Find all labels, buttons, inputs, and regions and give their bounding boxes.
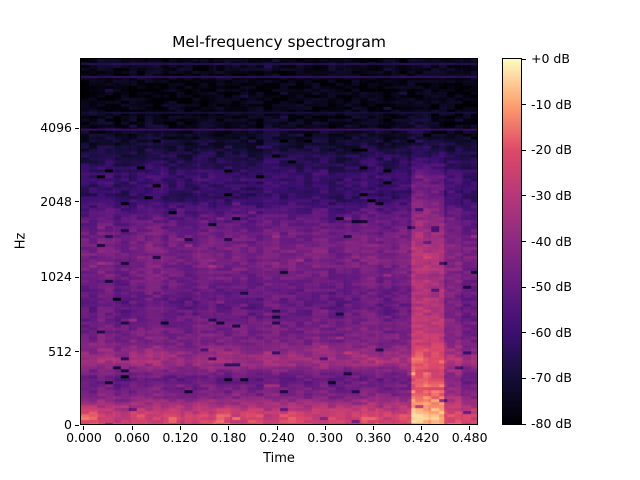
y-tick-label: 1024 [40,269,72,285]
colorbar-tick-mark [522,58,526,60]
x-tick-mark [276,426,278,430]
x-tick-mark [83,426,85,430]
x-tick-mark [227,426,229,430]
colorbar-tick-mark [522,377,526,379]
y-tick-mark [75,424,79,426]
colorbar-tick-label: +0 dB [531,51,570,66]
x-tick-mark [131,426,133,430]
chart-title: Mel-frequency spectrogram [172,33,386,51]
x-tick-mark [372,426,374,430]
y-tick-label: 2048 [40,193,72,209]
x-tick-label: 0.120 [162,430,199,445]
y-tick-mark [75,276,79,278]
colorbar-tick-label: -40 dB [531,233,572,249]
x-tick-label: 0.300 [307,430,344,445]
y-tick-label: 512 [48,343,72,359]
colorbar-tick-mark [522,286,526,288]
x-tick-mark [324,426,326,430]
colorbar-tick-label: -70 dB [531,370,572,386]
colorbar-tick-mark [522,104,526,106]
x-tick-label: 0.240 [259,430,295,445]
colorbar: +0 dB -10 dB -20 dB -30 dB -40 dB -50 dB -60 d… [502,52,572,431]
x-tick-mark [420,426,422,430]
x-tick-label: 0.480 [451,430,488,445]
colorbar-tick-label: -30 dB [531,187,572,203]
x-tick-label: 0.060 [114,430,151,445]
y-axis-label: Hz [13,232,29,250]
spectrogram-plot [80,58,478,425]
colorbar-tick-label: -60 dB [531,324,572,340]
y-tick-label: 0 [64,417,72,432]
x-tick-mark [469,426,471,430]
colorbar-tick-label: -10 dB [531,96,572,112]
colorbar-tick-mark [522,195,526,197]
spectrogram-heatmap [81,59,477,424]
x-tick-label: 0.420 [403,430,440,445]
colorbar-tick-mark [522,149,526,151]
y-tick-mark [75,201,79,203]
y-tick-mark [75,351,79,353]
colorbar-tick-mark [522,241,526,242]
colorbar-tick-label: -80 dB [531,416,572,431]
x-axis-label: Time [263,451,295,466]
x-tick-label: 0.360 [355,430,392,445]
colorbar-tick-label: -20 dB [531,142,572,158]
colorbar-tick-mark [522,332,526,334]
x-tick-label: 0.180 [210,430,247,445]
colorbar-tick-label: -50 dB [531,279,572,295]
y-tick-mark [75,127,79,129]
x-tick-mark [179,426,181,430]
y-tick-label: 4096 [40,120,72,136]
colorbar-tick-mark [522,423,526,425]
x-tick-label: 0.000 [66,430,102,445]
